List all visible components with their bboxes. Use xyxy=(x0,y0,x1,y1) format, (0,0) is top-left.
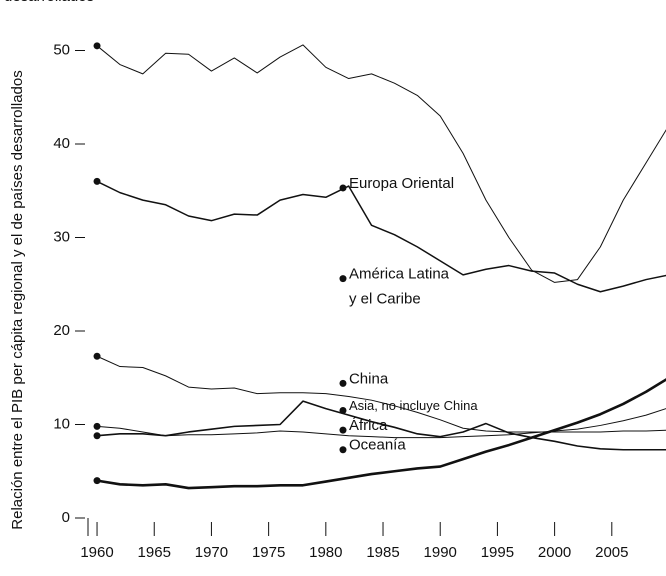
series-line xyxy=(96,378,666,490)
annotation-label: Asia, no incluye China xyxy=(349,398,478,413)
y-tick-label: 30 xyxy=(53,228,70,245)
x-tick-label: 1960 xyxy=(80,544,113,561)
x-tick-label: 1980 xyxy=(309,544,342,561)
y-tick-label: 20 xyxy=(53,322,70,339)
series-start-dot xyxy=(93,422,101,430)
annotation-label: América Latina xyxy=(349,266,450,283)
x-tick-label: 1990 xyxy=(424,544,457,561)
annotation-dot xyxy=(339,406,347,414)
series-start-dot xyxy=(93,477,101,485)
x-tick-label: 1970 xyxy=(195,544,228,561)
x-tick-label: 1965 xyxy=(138,544,171,561)
series-start-dot xyxy=(93,352,101,360)
annotation-label: Europa Oriental xyxy=(349,175,454,192)
annotation-label: China xyxy=(349,370,389,387)
annotation-dot xyxy=(339,379,347,387)
y-axis-label: Relación entre el PIB per cápita regiona… xyxy=(9,70,26,529)
annotation-dot xyxy=(339,275,347,283)
annotation-label: Oceanía xyxy=(349,437,406,454)
x-tick-label: 1975 xyxy=(252,544,285,561)
series-line xyxy=(96,180,666,293)
series-line xyxy=(96,44,666,283)
annotation-dot xyxy=(339,446,347,454)
series-start-dot xyxy=(93,177,101,185)
series-start-dot xyxy=(93,42,101,50)
y-tick-label: 10 xyxy=(53,415,70,432)
series-line xyxy=(96,408,666,439)
series-line xyxy=(96,400,666,451)
series-line xyxy=(96,355,666,433)
annotation-label: África xyxy=(349,417,388,434)
x-tick-label: 1995 xyxy=(481,544,514,561)
annotation-label: y el Caribe xyxy=(349,291,421,308)
x-tick-label: 1985 xyxy=(366,544,399,561)
chart-title: desarrollados xyxy=(4,0,94,5)
y-tick-label: 40 xyxy=(53,135,70,152)
annotation-dot xyxy=(339,184,347,192)
y-tick-label: 50 xyxy=(53,41,70,58)
x-tick-label: 2000 xyxy=(538,544,571,561)
y-tick-label: 0 xyxy=(62,509,70,526)
annotation-dot xyxy=(339,426,347,434)
series-start-dot xyxy=(93,432,101,440)
x-tick-label: 2005 xyxy=(595,544,628,561)
